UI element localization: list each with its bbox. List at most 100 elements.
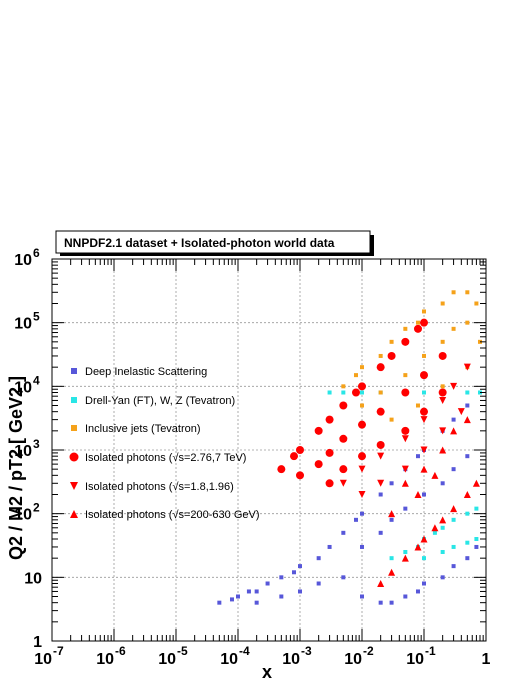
data-point: [316, 581, 321, 586]
y-tick-exponent: 4: [33, 373, 40, 387]
data-point: [451, 417, 456, 422]
x-axis-title: x: [262, 662, 272, 682]
data-point: [360, 594, 364, 599]
data-point: [376, 407, 385, 416]
data-point: [420, 371, 428, 380]
data-point: [431, 471, 439, 479]
data-point: [314, 460, 323, 469]
legend-marker: [71, 368, 77, 374]
legend: Deep Inelastic Scattering Drell-Yan (FT),…: [69, 366, 260, 521]
data-point: [439, 427, 447, 435]
data-point: [420, 416, 428, 424]
data-point: [341, 530, 346, 535]
chart-title: NNPDF2.1 dataset + Isolated-photon world…: [64, 236, 335, 250]
x-tick-base: 10: [282, 651, 300, 668]
data-point: [401, 426, 410, 435]
series-3: [277, 318, 447, 488]
data-point: [341, 575, 346, 580]
x-tick-exponent: -5: [177, 644, 188, 658]
legend-marker: [70, 510, 78, 518]
legend-label: Isolated photons (√s=1.8,1.96): [85, 481, 234, 493]
data-point: [377, 479, 385, 487]
data-point: [358, 420, 366, 429]
data-point: [277, 465, 286, 474]
data-point: [389, 417, 394, 422]
data-point: [472, 479, 480, 487]
data-point: [450, 427, 458, 435]
series-1: [327, 390, 482, 561]
data-point: [376, 440, 385, 449]
data-point: [339, 465, 348, 474]
data-point: [254, 589, 259, 594]
data-point: [217, 600, 222, 605]
data-point: [440, 575, 445, 580]
x-tick-base: 10: [158, 651, 176, 668]
data-point: [401, 337, 410, 346]
data-point: [341, 390, 346, 395]
data-point: [339, 479, 347, 487]
data-point: [298, 564, 302, 569]
data-point: [413, 324, 422, 333]
data-point: [465, 320, 470, 325]
data-point: [415, 320, 420, 325]
data-point: [360, 544, 364, 549]
data-point: [353, 517, 358, 522]
data-point: [420, 535, 428, 543]
y-tick-exponent: 2: [33, 501, 40, 515]
data-point: [432, 530, 437, 535]
data-point: [401, 435, 409, 443]
data-point: [474, 506, 479, 511]
x-tick-exponent: -6: [115, 644, 126, 658]
x-tick-exponent: -4: [239, 644, 250, 658]
data-point: [477, 390, 482, 395]
data-point: [389, 556, 394, 561]
data-point: [440, 384, 445, 389]
data-point: [351, 388, 360, 397]
x-tick-exponent: -7: [53, 644, 64, 658]
data-point: [296, 471, 304, 480]
x-tick-base: 1: [482, 651, 491, 668]
y-tick-label: 10: [14, 507, 32, 524]
data-point: [279, 575, 284, 580]
data-point: [463, 491, 471, 499]
data-point: [360, 390, 364, 395]
chart-title-box: NNPDF2.1 dataset + Isolated-photon world…: [55, 230, 374, 256]
data-point: [403, 326, 408, 331]
data-point: [360, 365, 364, 370]
data-point: [339, 401, 348, 410]
series-5: [377, 416, 480, 588]
x-tick-label: 10: [34, 651, 52, 668]
data-point: [358, 491, 366, 499]
data-point: [388, 510, 396, 518]
data-point: [422, 581, 426, 586]
x-tick-base: 10: [96, 651, 114, 668]
data-point: [414, 543, 422, 551]
data-point: [465, 403, 470, 408]
legend-label: Isolated photons (√s=2.76,7 TeV): [85, 452, 246, 464]
legend-marker: [69, 452, 79, 462]
data-point: [440, 301, 445, 306]
data-points: [217, 290, 482, 605]
y-axis-title: Q2 / M2 / pT2 [ GeV2 ]: [6, 376, 26, 560]
data-point: [420, 318, 428, 327]
data-point: [451, 517, 456, 522]
data-point: [360, 403, 364, 408]
data-point: [439, 396, 447, 404]
data-point: [254, 600, 259, 605]
data-point: [451, 467, 456, 472]
data-point: [450, 382, 458, 390]
legend-label: Isolated photons (√s=200-630 GeV): [85, 509, 260, 521]
series-2: [341, 290, 482, 422]
data-point: [474, 301, 479, 306]
data-point: [451, 290, 456, 295]
data-point: [451, 326, 456, 331]
y-tick-exponent: 5: [33, 310, 40, 324]
legend-marker: [71, 425, 77, 431]
data-point: [440, 549, 445, 554]
data-point: [388, 568, 396, 576]
data-point: [358, 382, 366, 391]
data-point: [327, 390, 332, 395]
data-point: [376, 363, 385, 372]
